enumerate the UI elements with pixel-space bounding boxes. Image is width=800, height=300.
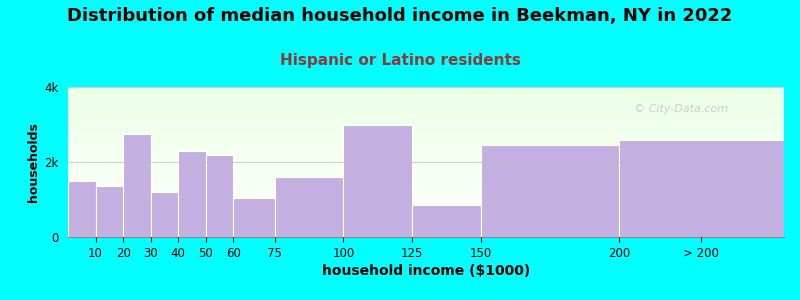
- Bar: [95, 186, 123, 237]
- Text: Hispanic or Latino residents: Hispanic or Latino residents: [279, 52, 521, 68]
- X-axis label: household income ($1000): household income ($1000): [322, 264, 530, 278]
- Bar: [412, 205, 481, 237]
- Bar: [178, 151, 206, 237]
- Bar: [343, 124, 412, 237]
- Text: Distribution of median household income in Beekman, NY in 2022: Distribution of median household income …: [67, 8, 733, 26]
- Bar: [234, 198, 274, 237]
- Bar: [68, 181, 95, 237]
- Bar: [274, 177, 343, 237]
- Bar: [481, 145, 618, 237]
- Text: © City-Data.com: © City-Data.com: [634, 104, 728, 115]
- Y-axis label: households: households: [26, 122, 40, 202]
- Bar: [123, 134, 150, 237]
- Bar: [150, 192, 178, 237]
- Bar: [618, 140, 784, 237]
- Bar: [206, 154, 234, 237]
